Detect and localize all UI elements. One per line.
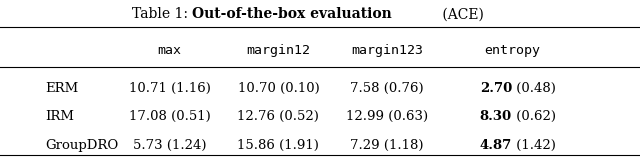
Text: 7.29 (1.18): 7.29 (1.18) [351, 139, 424, 152]
Text: (0.62): (0.62) [512, 110, 556, 123]
Text: 10.70 (0.10): 10.70 (0.10) [237, 82, 319, 95]
Text: 4.87: 4.87 [480, 139, 512, 152]
Text: (0.48): (0.48) [512, 82, 556, 95]
Text: Out-of-the-box evaluation: Out-of-the-box evaluation [192, 7, 392, 21]
Text: 7.58 (0.76): 7.58 (0.76) [350, 82, 424, 95]
Text: ERM: ERM [45, 82, 78, 95]
Text: entropy: entropy [484, 44, 540, 57]
Text: max: max [157, 44, 182, 57]
Text: IRM: IRM [45, 110, 74, 123]
Text: 17.08 (0.51): 17.08 (0.51) [129, 110, 211, 123]
Text: (1.42): (1.42) [512, 139, 556, 152]
Text: margin123: margin123 [351, 44, 423, 57]
Text: 12.76 (0.52): 12.76 (0.52) [237, 110, 319, 123]
Text: GroupDRO: GroupDRO [45, 139, 118, 152]
Text: 15.86 (1.91): 15.86 (1.91) [237, 139, 319, 152]
Text: 12.99 (0.63): 12.99 (0.63) [346, 110, 428, 123]
Text: 10.71 (1.16): 10.71 (1.16) [129, 82, 211, 95]
Text: Table 1:: Table 1: [132, 7, 192, 21]
Text: (ACE): (ACE) [438, 7, 484, 21]
Text: margin12: margin12 [246, 44, 310, 57]
Text: 8.30: 8.30 [480, 110, 512, 123]
Text: 2.70: 2.70 [480, 82, 512, 95]
Text: 5.73 (1.24): 5.73 (1.24) [133, 139, 206, 152]
